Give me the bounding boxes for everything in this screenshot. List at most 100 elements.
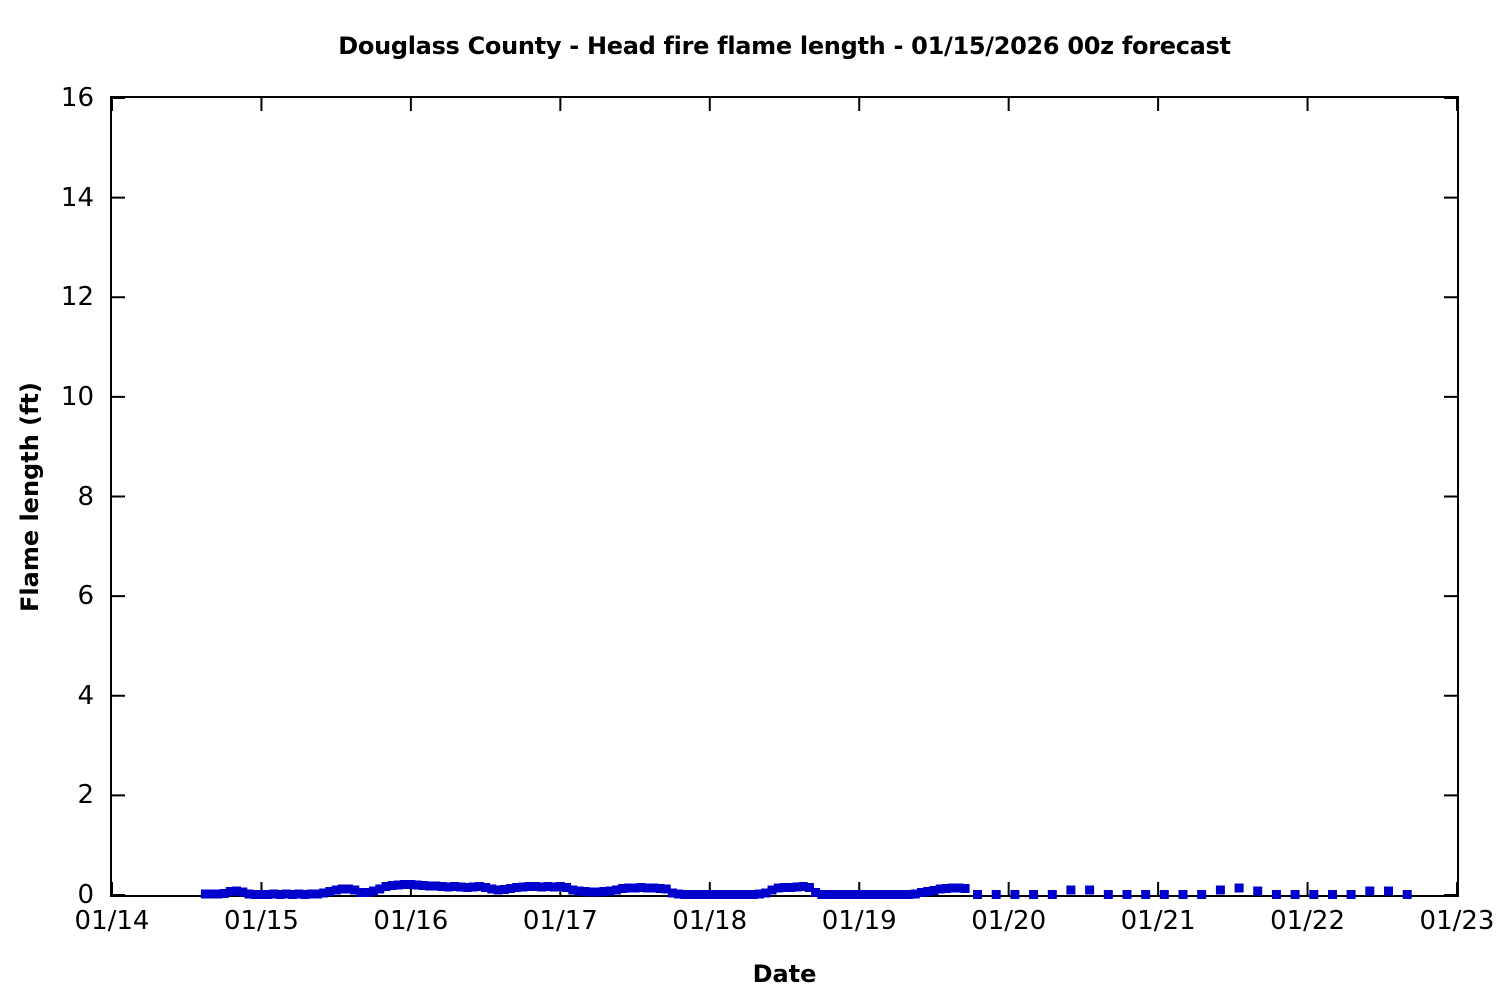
data-point bbox=[649, 883, 659, 893]
data-point bbox=[773, 883, 783, 893]
data-point bbox=[499, 885, 509, 894]
data-point bbox=[356, 888, 366, 897]
data-point bbox=[269, 889, 279, 899]
data-point bbox=[412, 880, 422, 890]
data-point bbox=[605, 886, 615, 896]
data-point bbox=[580, 887, 590, 896]
data-point bbox=[530, 882, 540, 891]
data-point bbox=[767, 885, 777, 895]
data-point bbox=[213, 889, 223, 899]
data-point bbox=[319, 888, 329, 898]
data-point bbox=[549, 882, 559, 892]
data-point bbox=[804, 883, 814, 892]
data-point bbox=[854, 890, 864, 899]
data-point bbox=[393, 880, 403, 890]
data-point bbox=[599, 887, 609, 896]
data-point bbox=[375, 884, 385, 894]
data-point bbox=[973, 890, 982, 899]
data-point bbox=[481, 883, 491, 892]
data-point bbox=[904, 890, 914, 899]
data-point bbox=[630, 883, 640, 893]
data-point bbox=[487, 884, 497, 894]
data-point bbox=[705, 890, 715, 899]
data-point bbox=[250, 890, 260, 899]
data-point bbox=[574, 886, 584, 896]
data-point bbox=[562, 883, 572, 892]
data-point bbox=[437, 882, 447, 891]
data-point bbox=[742, 890, 752, 899]
data-point bbox=[425, 881, 435, 891]
data-point bbox=[817, 890, 827, 899]
data-point bbox=[1159, 890, 1169, 899]
data-point bbox=[1271, 890, 1281, 899]
y-tick-label: 4 bbox=[77, 680, 94, 711]
data-point bbox=[543, 882, 553, 891]
data-point bbox=[1010, 890, 1020, 899]
plot-canvas bbox=[111, 97, 1458, 899]
y-tick-label: 12 bbox=[60, 282, 94, 313]
data-point bbox=[369, 886, 378, 896]
y-tick-label: 16 bbox=[60, 83, 94, 113]
data-point bbox=[587, 887, 596, 897]
data-point bbox=[406, 880, 416, 889]
data-point bbox=[923, 887, 933, 896]
data-point bbox=[555, 882, 565, 891]
x-tick-label: 01/18 bbox=[672, 906, 748, 936]
data-point bbox=[362, 888, 372, 897]
data-point bbox=[879, 890, 889, 899]
data-point bbox=[711, 890, 721, 899]
data-point bbox=[1384, 886, 1393, 896]
data-point bbox=[829, 890, 839, 899]
data-point bbox=[568, 885, 578, 895]
data-point bbox=[848, 890, 858, 899]
data-point bbox=[860, 890, 870, 899]
data-point bbox=[761, 888, 771, 898]
x-tick-label: 01/19 bbox=[821, 906, 897, 936]
data-point bbox=[400, 880, 410, 889]
data-point bbox=[524, 882, 534, 891]
data-point bbox=[1122, 890, 1132, 899]
data-point bbox=[892, 890, 902, 899]
data-point bbox=[462, 883, 472, 892]
x-tick-label: 01/23 bbox=[1419, 906, 1495, 936]
data-point bbox=[381, 882, 391, 891]
x-tick-label: 01/22 bbox=[1270, 906, 1346, 936]
data-point bbox=[431, 881, 441, 891]
data-point bbox=[792, 882, 802, 892]
data-point bbox=[263, 890, 273, 899]
data-point bbox=[331, 885, 341, 895]
chart-title: Douglass County - Head fire flame length… bbox=[338, 32, 1231, 60]
data-point bbox=[1066, 885, 1076, 895]
data-point bbox=[350, 885, 360, 895]
y-tick-label: 0 bbox=[77, 880, 94, 910]
data-point bbox=[836, 890, 845, 899]
data-point bbox=[842, 890, 852, 899]
data-point bbox=[910, 889, 920, 899]
data-point bbox=[699, 890, 709, 899]
data-point bbox=[518, 882, 528, 892]
data-point bbox=[1215, 885, 1225, 895]
data-point bbox=[1309, 890, 1319, 899]
data-point bbox=[1234, 883, 1244, 893]
data-point bbox=[256, 890, 266, 899]
data-point bbox=[200, 889, 210, 899]
data-point bbox=[225, 887, 235, 896]
data-point bbox=[232, 886, 241, 896]
data-point bbox=[443, 882, 453, 892]
y-tick-label: 14 bbox=[60, 182, 94, 213]
data-point bbox=[1346, 890, 1356, 899]
data-point bbox=[811, 888, 821, 897]
data-point bbox=[450, 882, 459, 891]
data-point bbox=[786, 883, 796, 892]
data-point bbox=[941, 884, 951, 893]
data-point bbox=[885, 890, 895, 899]
y-tick-label: 8 bbox=[77, 481, 94, 512]
data-point bbox=[867, 890, 877, 899]
data-point bbox=[667, 888, 677, 898]
x-tick-label: 01/15 bbox=[223, 906, 299, 936]
data-point bbox=[780, 883, 789, 892]
data-point bbox=[873, 890, 883, 899]
data-point bbox=[717, 890, 727, 899]
data-point bbox=[288, 890, 298, 899]
